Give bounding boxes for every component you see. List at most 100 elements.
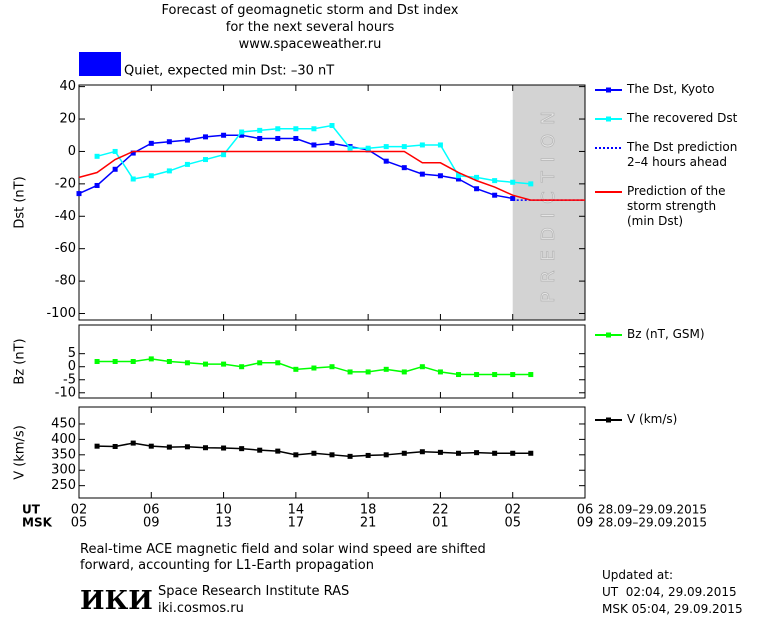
y-tick-label: 0 xyxy=(68,359,76,374)
data-point xyxy=(184,161,190,167)
y-tick-label: 20 xyxy=(59,112,76,127)
x-tick-label: 21 xyxy=(360,516,377,531)
data-point xyxy=(492,192,498,198)
data-point xyxy=(257,127,263,133)
title: Forecast of geomagnetic storm and Dst in… xyxy=(161,3,459,18)
data-point xyxy=(365,145,371,151)
data-point xyxy=(239,364,245,370)
panel-frame xyxy=(78,406,586,499)
data-point xyxy=(401,165,407,171)
data-point xyxy=(239,132,245,138)
date-range: 28.09–29.09.2015 xyxy=(598,516,707,530)
footer-note: Real-time ACE magnetic field and solar w… xyxy=(80,542,486,573)
data-point xyxy=(221,152,227,158)
data-point xyxy=(94,182,100,188)
data-point xyxy=(94,359,100,364)
data-point xyxy=(437,173,443,179)
data-point xyxy=(456,450,461,456)
data-point xyxy=(510,372,516,378)
data-point xyxy=(528,372,534,378)
data-point xyxy=(112,148,118,154)
data-point xyxy=(329,123,335,129)
data-point xyxy=(203,361,208,367)
data-point xyxy=(528,450,534,456)
y-tick-label: -40 xyxy=(55,209,76,224)
data-point xyxy=(437,449,443,455)
y-tick-label: -10 xyxy=(55,385,76,400)
date-range: 28.09–29.09.2015 xyxy=(598,503,707,517)
legend-label: The Dst prediction 2–4 hours ahead xyxy=(627,140,738,169)
data-point xyxy=(184,360,190,366)
y-tick-label: -5 xyxy=(63,372,76,387)
legend-marker xyxy=(606,87,611,93)
x-tick-label: 10 xyxy=(215,503,232,518)
data-point xyxy=(419,171,425,177)
y-tick-label: 450 xyxy=(51,416,76,431)
institute: Space Research Institute RAS xyxy=(158,584,350,599)
annotation-swatch xyxy=(79,52,121,76)
msk-label: MSK xyxy=(22,516,53,530)
data-point xyxy=(275,126,281,132)
data-point xyxy=(329,140,335,146)
x-tick-label: 13 xyxy=(215,516,232,531)
data-point xyxy=(474,372,480,378)
data-point xyxy=(492,178,498,184)
data-point xyxy=(148,173,154,179)
x-tick-label: 01 xyxy=(432,516,449,531)
y-tick-label: -100 xyxy=(46,306,76,321)
data-point xyxy=(94,443,100,449)
data-point xyxy=(275,360,281,366)
legend-marker xyxy=(606,417,611,423)
y-tick-label: 0 xyxy=(68,144,76,159)
data-point xyxy=(257,360,263,366)
data-point xyxy=(456,173,461,179)
data-point xyxy=(437,369,443,375)
y-tick-label: 40 xyxy=(59,79,76,94)
x-tick-label: 06 xyxy=(143,503,160,518)
y-tick-label: 400 xyxy=(51,432,76,447)
data-point xyxy=(257,447,263,453)
series-line xyxy=(78,150,585,201)
data-point xyxy=(94,153,100,159)
data-point xyxy=(419,364,425,370)
data-point xyxy=(311,142,317,148)
logo: ИКИ xyxy=(80,586,153,616)
data-point xyxy=(239,446,245,452)
data-point xyxy=(437,142,443,148)
data-point xyxy=(166,359,172,364)
data-point xyxy=(401,450,407,456)
data-point xyxy=(510,195,516,201)
data-point xyxy=(474,174,480,180)
y-tick-label: 300 xyxy=(51,463,76,478)
data-point xyxy=(311,126,317,132)
data-point xyxy=(275,135,281,141)
data-point xyxy=(347,453,353,459)
data-point xyxy=(221,445,227,451)
y-axis-label: Bz (nT) xyxy=(13,338,28,384)
data-point xyxy=(239,129,245,135)
data-point xyxy=(510,179,516,185)
data-point xyxy=(401,369,407,375)
updated-msk: MSK 05:04, 29.09.2015 xyxy=(602,602,743,616)
data-point xyxy=(329,364,335,370)
ut-label: UT xyxy=(22,503,41,517)
data-point xyxy=(148,443,154,449)
prediction-zone xyxy=(512,85,585,320)
data-point xyxy=(148,356,154,362)
data-point xyxy=(293,126,299,132)
data-point xyxy=(293,366,299,372)
y-tick-label: -60 xyxy=(55,241,76,256)
data-point xyxy=(221,132,227,138)
data-point xyxy=(492,372,498,378)
data-point xyxy=(184,444,190,450)
data-point xyxy=(492,450,498,456)
panel-frame xyxy=(78,84,586,321)
data-point xyxy=(130,440,136,446)
legend-label: Bz (nT, GSM) xyxy=(627,327,705,341)
x-tick-label: 06 xyxy=(577,503,594,518)
data-point xyxy=(419,142,425,148)
data-point xyxy=(510,450,516,456)
x-tick-label: 14 xyxy=(288,503,305,518)
